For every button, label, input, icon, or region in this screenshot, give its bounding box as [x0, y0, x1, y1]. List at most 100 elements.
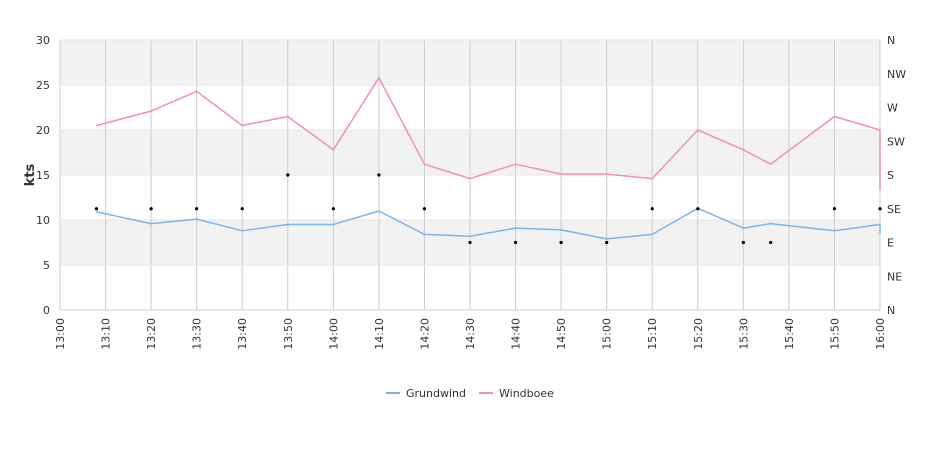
direction-tick-label: SW: [887, 135, 905, 148]
x-tick-label: 16:00: [874, 318, 887, 350]
series-point-grundwind: [560, 229, 562, 231]
series-point-windboee: [833, 115, 836, 118]
x-tick-label: 14:50: [555, 318, 568, 350]
y-tick-label: 0: [43, 304, 50, 317]
legend-item-grundwind[interactable]: Grundwind: [386, 387, 466, 400]
y-tick-label: 25: [36, 79, 50, 92]
series-point-grundwind: [742, 227, 745, 229]
direction-axis-ticks: N NE E SE S SW W NW N: [887, 34, 906, 317]
x-tick-label: 13:00: [54, 318, 67, 350]
grid-lines: [59, 39, 881, 311]
series-point-windboee: [95, 124, 98, 127]
x-tick-label: 13:40: [236, 318, 249, 350]
direction-markers: [94, 173, 882, 245]
x-axis-ticks: 13:00 13:10 13:20 13:30 13:40 13:50 14:00 14:10…: [54, 318, 887, 350]
direction-marker: [468, 240, 472, 245]
x-tick-label: 13:50: [282, 318, 295, 350]
direction-marker: [331, 207, 335, 211]
series-point-windboee: [423, 163, 426, 165]
x-tick-label: 15:10: [646, 318, 659, 350]
direction-marker: [878, 207, 882, 211]
direction-marker: [422, 207, 427, 211]
x-tick-label: 14:10: [373, 318, 386, 350]
series-point-windboee: [332, 149, 335, 151]
direction-tick-label: NW: [887, 68, 906, 81]
direction-marker: [605, 240, 609, 245]
x-tick-label: 15:00: [601, 318, 614, 350]
direction-marker: [240, 207, 244, 211]
y-axis-label: kts: [23, 163, 38, 186]
direction-marker: [696, 207, 700, 211]
direction-marker: [832, 207, 837, 211]
series-point-windboee: [514, 163, 517, 165]
direction-marker: [286, 173, 290, 177]
series-point-windboee: [286, 115, 289, 118]
series-point-grundwind: [605, 238, 608, 240]
direction-tick-label: N: [887, 34, 895, 47]
series-point-grundwind: [833, 230, 836, 232]
direction-marker: [195, 207, 199, 211]
series-point-windboee: [378, 77, 380, 79]
legend: Grundwind Windboee: [386, 387, 554, 400]
series-point-windboee: [742, 149, 745, 151]
x-tick-label: 15:50: [828, 318, 841, 350]
direction-marker: [559, 240, 563, 245]
legend-item-windboee[interactable]: Windboee: [479, 387, 554, 400]
x-tick-label: 13:10: [100, 318, 113, 350]
series-point-windboee: [651, 177, 654, 180]
y-tick-label: 15: [36, 169, 50, 182]
series-point-windboee: [560, 173, 562, 175]
x-tick-label: 15:40: [783, 318, 796, 350]
y-tick-label: 30: [36, 34, 50, 47]
series-point-grundwind: [286, 223, 289, 226]
direction-tick-label: SE: [887, 203, 901, 216]
series-point-grundwind: [241, 230, 244, 232]
x-tick-label: 13:30: [191, 318, 204, 350]
series-point-grundwind: [378, 210, 380, 212]
series-point-windboee: [150, 110, 152, 112]
series-point-windboee: [879, 129, 881, 131]
direction-marker: [377, 173, 381, 177]
series-point-grundwind: [332, 223, 335, 226]
series-point-grundwind: [769, 222, 772, 225]
series-point-windboee: [696, 129, 699, 131]
series-point-windboee: [769, 163, 772, 165]
direction-marker: [513, 240, 518, 245]
direction-marker: [149, 207, 153, 211]
x-tick-label: 15:30: [737, 318, 750, 350]
series-point-grundwind: [195, 218, 198, 220]
direction-tick-label: N: [887, 304, 895, 317]
series-point-windboee: [241, 124, 244, 127]
direction-tick-label: NE: [887, 270, 902, 283]
series-point-grundwind: [95, 211, 98, 213]
legend-label-windboee: Windboee: [499, 387, 554, 400]
series-point-grundwind: [514, 227, 517, 229]
x-tick-label: 13:20: [145, 318, 158, 350]
direction-tick-label: W: [887, 102, 898, 115]
direction-marker: [650, 207, 654, 211]
direction-tick-label: E: [887, 237, 894, 250]
series-point-grundwind: [469, 235, 471, 237]
direction-marker: [769, 240, 773, 245]
series-point-windboee: [605, 173, 608, 175]
series-point-windboee: [469, 177, 471, 180]
series-point-grundwind: [150, 222, 152, 225]
direction-tick-label: S: [887, 169, 894, 182]
x-tick-label: 14:20: [418, 318, 431, 350]
y-axis-ticks: 0 5 10 15 20 25 30: [36, 34, 50, 317]
direction-marker: [94, 207, 99, 211]
y-tick-label: 5: [43, 259, 50, 272]
series-point-windboee: [879, 187, 881, 190]
series-point-grundwind: [879, 223, 881, 226]
series-point-windboee: [195, 90, 198, 93]
series-point-grundwind: [423, 233, 426, 236]
legend-label-grundwind: Grundwind: [406, 387, 466, 400]
y-tick-label: 20: [36, 124, 50, 137]
x-tick-label: 14:30: [464, 318, 477, 350]
direction-marker: [741, 240, 745, 245]
series-point-grundwind: [879, 231, 881, 234]
y-tick-label: 10: [36, 214, 50, 227]
x-tick-label: 15:20: [692, 318, 705, 350]
x-tick-label: 14:00: [327, 318, 340, 350]
